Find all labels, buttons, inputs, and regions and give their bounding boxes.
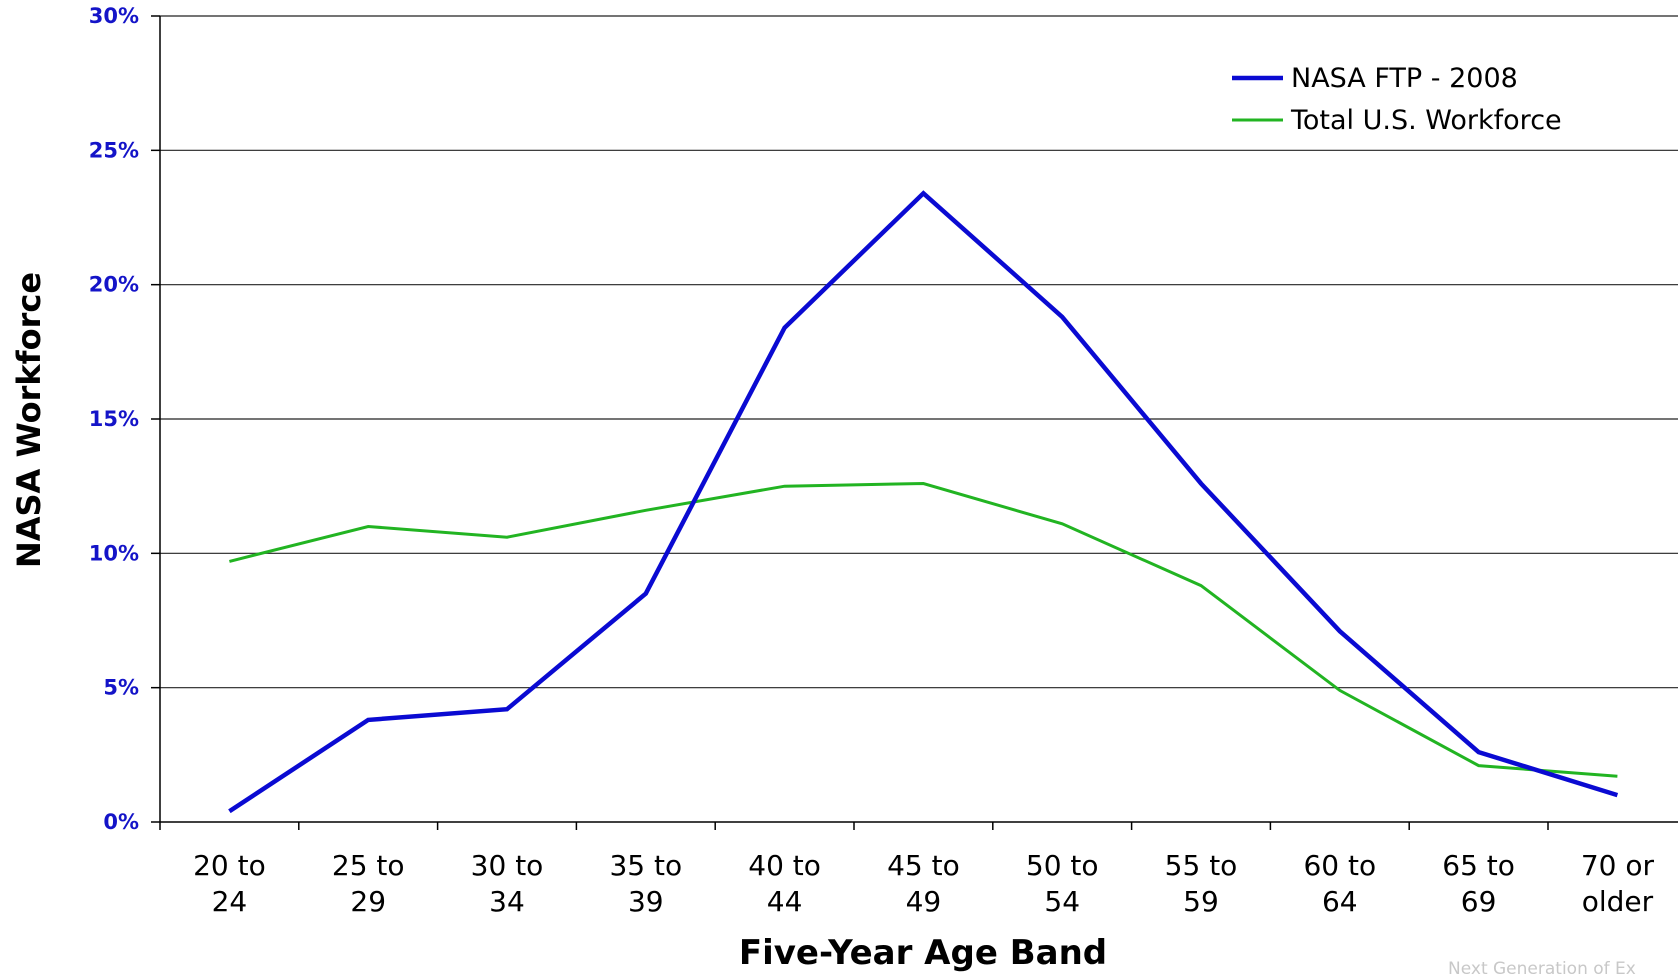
x-tick-label: 30 to 34	[471, 849, 544, 918]
y-tick-label: 0%	[103, 810, 139, 834]
series-line-nasa-ftp	[228, 190, 1619, 814]
legend: NASA FTP - 2008 Total U.S. Workforce	[1232, 63, 1562, 136]
y-axis-label: NASA Workforce	[10, 272, 48, 568]
y-tick-label: 15%	[89, 407, 139, 431]
x-tick-label: 45 to 49	[887, 849, 960, 918]
x-tick-label: 65 to 69	[1442, 849, 1515, 918]
x-tick-label: 50 to 54	[1026, 849, 1099, 918]
series-line-us-workforce	[229, 481, 1618, 778]
gridlines	[160, 15, 1678, 689]
y-tick-label: 5%	[103, 676, 139, 700]
y-tick-label: 25%	[89, 138, 139, 162]
x-tick-label: 20 to 24	[193, 849, 266, 918]
x-tick-label: 60 to 64	[1303, 849, 1376, 918]
x-tick-label: 70 or older	[1581, 849, 1655, 918]
x-tick-label: 35 to 39	[609, 849, 682, 918]
y-tick-label: 30%	[89, 4, 139, 28]
y-tick-label: 20%	[89, 273, 139, 297]
x-tick-label: 55 to 59	[1165, 849, 1238, 918]
x-tick-label: 40 to 44	[748, 849, 821, 918]
legend-label: NASA FTP - 2008	[1291, 63, 1518, 94]
x-axis-ticks: 20 to 24 25 to 29 30 to 34 35 to 39 40 to 44 45 to…	[159, 822, 1655, 918]
series-lines	[228, 190, 1619, 814]
y-tick-label: 10%	[89, 541, 139, 565]
x-tick-label: 25 to 29	[332, 849, 405, 918]
x-axis-label: Five-Year Age Band	[739, 933, 1107, 973]
footer-text: Next Generation of Ex	[1448, 959, 1636, 974]
y-axis-ticks: 0% 5% 10% 15% 20% 25% 30%	[89, 4, 160, 834]
legend-label: Total U.S. Workforce	[1290, 105, 1562, 136]
